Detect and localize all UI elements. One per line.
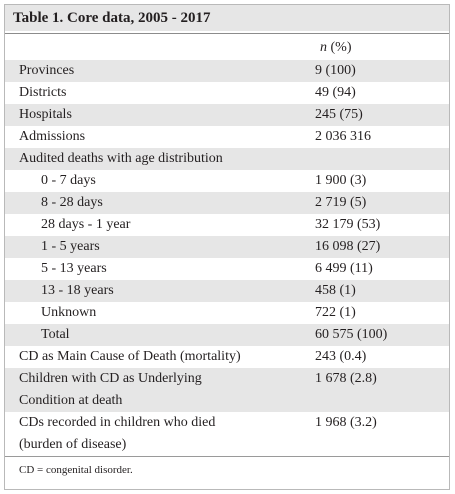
row-value: 245 (75)	[315, 107, 363, 122]
row-label: 1 - 5 years	[41, 239, 100, 254]
row-value: 1 968 (3.2)	[315, 415, 377, 430]
row-label: 28 days - 1 year	[41, 217, 131, 232]
row-label: Admissions	[19, 129, 86, 144]
table-row: Total 60 575 (100)	[5, 324, 449, 346]
row-label-continued: Condition at death	[19, 393, 123, 408]
row-label: Hospitals	[19, 107, 72, 122]
table-row: Audited deaths with age distribution	[5, 148, 449, 170]
table-row: Unknown 722 (1)	[5, 302, 449, 324]
row-value: 458 (1)	[315, 283, 356, 298]
row-label: 13 - 18 years	[41, 283, 114, 298]
table-row: CD as Main Cause of Death (mortality) 24…	[5, 346, 449, 368]
row-value: 722 (1)	[315, 305, 356, 320]
header-rule	[5, 33, 449, 34]
table-row: Provinces 9 (100)	[5, 60, 449, 82]
column-header: n (%)	[320, 40, 352, 56]
table-row: 0 - 7 days 1 900 (3)	[5, 170, 449, 192]
row-value: 32 179 (53)	[315, 217, 381, 232]
row-label: CD as Main Cause of Death (mortality)	[19, 349, 241, 364]
table-row: Hospitals 245 (75)	[5, 104, 449, 126]
row-label: Unknown	[41, 305, 97, 320]
table-frame: Table 1. Core data, 2005 - 2017 n (%) Pr…	[4, 4, 450, 490]
row-value: 60 575 (100)	[315, 327, 388, 342]
row-value: 2 719 (5)	[315, 195, 367, 210]
table-row: Admissions 2 036 316	[5, 126, 449, 148]
table-row: 28 days - 1 year 32 179 (53)	[5, 214, 449, 236]
row-label: 5 - 13 years	[41, 261, 107, 276]
table-title: Table 1. Core data, 2005 - 2017	[13, 10, 211, 26]
table-row: 8 - 28 days 2 719 (5)	[5, 192, 449, 214]
row-value: 1 678 (2.8)	[315, 371, 377, 386]
column-header-percent: (%)	[327, 40, 352, 55]
table-row: 1 - 5 years 16 098 (27)	[5, 236, 449, 258]
row-value: 16 098 (27)	[315, 239, 381, 254]
row-label: 8 - 28 days	[41, 195, 103, 210]
footer-rule	[5, 456, 449, 457]
table-row: Districts 49 (94)	[5, 82, 449, 104]
row-label-continued: (burden of disease)	[19, 437, 127, 452]
row-label: Children with CD as Underlying	[19, 371, 202, 386]
title-bar: Table 1. Core data, 2005 - 2017	[5, 5, 449, 31]
row-value: 9 (100)	[315, 63, 356, 78]
row-label: 0 - 7 days	[41, 173, 96, 188]
row-value: 1 900 (3)	[315, 173, 367, 188]
row-label: Provinces	[19, 63, 75, 78]
table-row: CDs recorded in children who died (burde…	[5, 412, 449, 456]
row-label: CDs recorded in children who died	[19, 415, 216, 430]
row-value: 6 499 (11)	[315, 261, 373, 276]
row-label: Total	[41, 327, 70, 342]
table-row: Children with CD as Underlying Condition…	[5, 368, 449, 412]
row-value: 49 (94)	[315, 85, 356, 100]
row-value: 243 (0.4)	[315, 349, 367, 364]
table-footnote: CD = congenital disorder.	[19, 464, 133, 476]
table-row: 5 - 13 years 6 499 (11)	[5, 258, 449, 280]
column-header-n: n	[320, 40, 327, 55]
row-label: Audited deaths with age distribution	[19, 151, 223, 166]
row-value: 2 036 316	[315, 129, 371, 144]
table-row: 13 - 18 years 458 (1)	[5, 280, 449, 302]
row-label: Districts	[19, 85, 67, 100]
